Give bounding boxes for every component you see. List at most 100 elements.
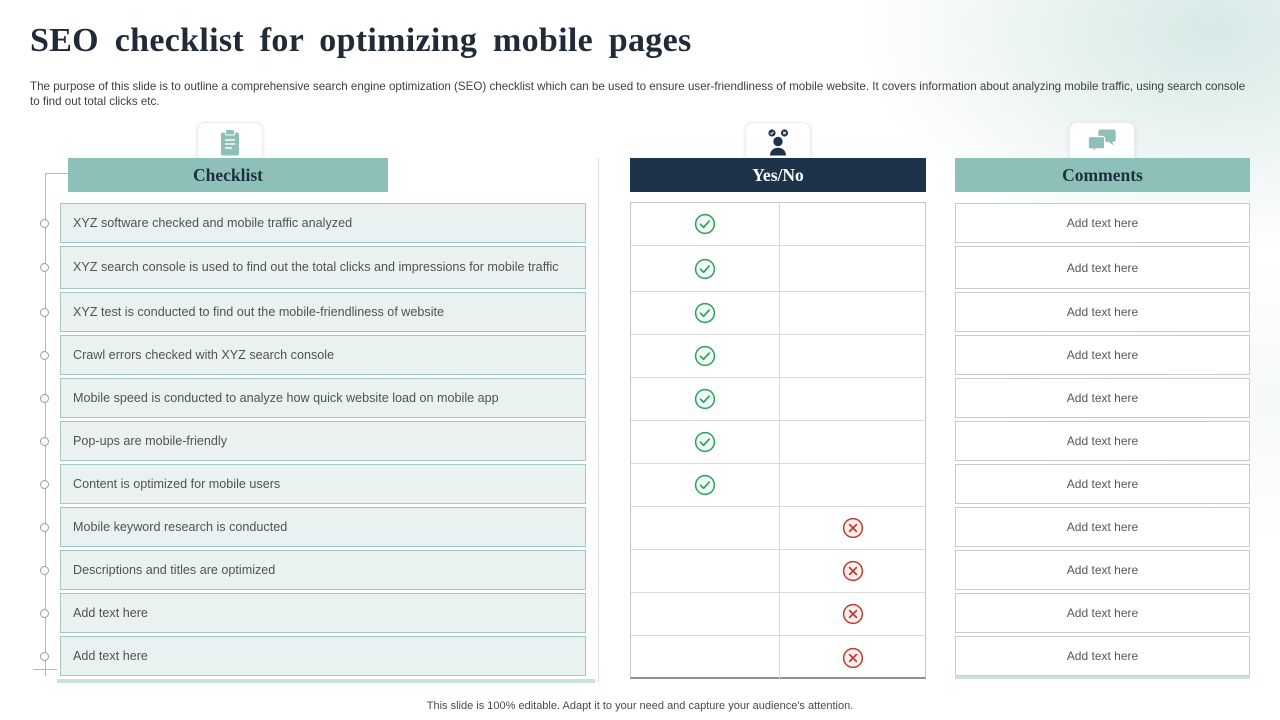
- comment-text: Add text here: [1066, 391, 1139, 405]
- comment-text: Add text here: [1066, 305, 1139, 319]
- check-circle-icon: [694, 302, 716, 324]
- no-cell[interactable]: [780, 378, 925, 420]
- checklist-item-text: Descriptions and titles are optimized: [73, 562, 276, 577]
- comment-text: Add text here: [1066, 348, 1139, 362]
- yesno-row: [631, 378, 925, 421]
- comment-placeholder[interactable]: Add text here: [955, 464, 1250, 504]
- timeline-top-connector: [45, 173, 68, 174]
- yes-cell[interactable]: [631, 246, 780, 291]
- page-title: SEO checklist for optimizing mobile page…: [30, 22, 692, 59]
- yesno-row: [631, 593, 925, 636]
- timeline-node: [40, 608, 49, 618]
- comment-placeholder[interactable]: Add text here: [955, 292, 1250, 332]
- checklist-item-text: Add text here: [73, 605, 148, 620]
- yes-cell[interactable]: [631, 335, 780, 377]
- yesno-row: [631, 292, 925, 335]
- comments-column-header: Comments: [955, 158, 1250, 192]
- no-cell[interactable]: [780, 203, 925, 245]
- checklist-item[interactable]: Crawl errors checked with XYZ search con…: [60, 335, 586, 375]
- yesno-row: [631, 246, 925, 292]
- yesno-row: [631, 335, 925, 378]
- timeline-node: [40, 436, 49, 446]
- comment-placeholder[interactable]: Add text here: [955, 507, 1250, 547]
- no-cell[interactable]: [780, 292, 925, 334]
- checklist-item-text: Crawl errors checked with XYZ search con…: [73, 347, 335, 362]
- checklist-item[interactable]: Content is optimized for mobile users: [60, 464, 586, 504]
- checklist-item[interactable]: Add text here: [60, 636, 586, 676]
- checklist-item-text: Add text here: [73, 648, 148, 663]
- comment-placeholder[interactable]: Add text here: [955, 335, 1250, 375]
- no-cell[interactable]: [780, 593, 925, 635]
- check-circle-icon: [694, 258, 716, 279]
- timeline-node: [40, 651, 49, 661]
- comment-text: Add text here: [1066, 216, 1139, 230]
- comment-placeholder[interactable]: Add text here: [955, 593, 1250, 633]
- comment-placeholder[interactable]: Add text here: [955, 246, 1250, 289]
- comment-text: Add text here: [1066, 649, 1139, 663]
- slide-description: The purpose of this slide is to outline …: [30, 80, 1246, 109]
- checklist-bottom-accent: [57, 679, 595, 683]
- no-cell[interactable]: [780, 636, 925, 679]
- checklist-item[interactable]: Pop-ups are mobile-friendly: [60, 421, 586, 461]
- comment-text: Add text here: [1066, 520, 1139, 534]
- checklist-item[interactable]: XYZ software checked and mobile traffic …: [60, 203, 586, 243]
- no-cell[interactable]: [780, 246, 925, 291]
- column-divider: [598, 158, 599, 682]
- no-cell[interactable]: [780, 507, 925, 549]
- comment-text: Add text here: [1066, 260, 1139, 275]
- yes-cell[interactable]: [631, 636, 780, 679]
- yes-cell[interactable]: [631, 203, 780, 245]
- no-cell[interactable]: [780, 421, 925, 463]
- check-circle-icon: [694, 213, 716, 235]
- comment-text: Add text here: [1066, 563, 1139, 577]
- comment-text: Add text here: [1066, 434, 1139, 448]
- yes-cell[interactable]: [631, 507, 780, 549]
- yesno-row: [631, 203, 925, 246]
- checklist-item-text: Mobile speed is conducted to analyze how…: [73, 390, 499, 405]
- timeline-node: [40, 263, 49, 272]
- comment-placeholder[interactable]: Add text here: [955, 378, 1250, 418]
- comment-placeholder[interactable]: Add text here: [955, 203, 1250, 243]
- cross-circle-icon: [842, 517, 863, 539]
- checklist-item[interactable]: Mobile keyword research is conducted: [60, 507, 586, 547]
- checklist-column: XYZ software checked and mobile traffic …: [60, 203, 586, 679]
- no-cell[interactable]: [780, 550, 925, 592]
- comment-placeholder[interactable]: Add text here: [955, 636, 1250, 676]
- comment-text: Add text here: [1066, 606, 1139, 620]
- cross-circle-icon: [842, 603, 863, 625]
- checklist-item[interactable]: Mobile speed is conducted to analyze how…: [60, 378, 586, 418]
- check-circle-icon: [694, 474, 716, 496]
- no-cell[interactable]: [780, 464, 925, 506]
- yes-cell[interactable]: [631, 378, 780, 420]
- no-cell[interactable]: [780, 335, 925, 377]
- yes-cell[interactable]: [631, 593, 780, 635]
- comments-bottom-accent: [955, 676, 1250, 679]
- footer-note: This slide is 100% editable. Adapt it to…: [426, 700, 854, 712]
- yes-cell[interactable]: [631, 421, 780, 463]
- checklist-item[interactable]: Descriptions and titles are optimized: [60, 550, 586, 590]
- timeline-node: [40, 307, 49, 317]
- check-circle-icon: [694, 431, 716, 453]
- yes-cell[interactable]: [631, 292, 780, 334]
- checklist-column-header: Checklist: [68, 158, 388, 192]
- cross-circle-icon: [842, 647, 863, 668]
- checklist-item-text: XYZ software checked and mobile traffic …: [73, 215, 353, 230]
- yesno-column: [630, 202, 926, 679]
- comment-placeholder[interactable]: Add text here: [955, 550, 1250, 590]
- yesno-row: [631, 421, 925, 464]
- checklist-item-text: Pop-ups are mobile-friendly: [73, 433, 227, 448]
- checklist-item[interactable]: Add text here: [60, 593, 586, 633]
- checklist-item-text: Content is optimized for mobile users: [73, 476, 281, 491]
- yes-cell[interactable]: [631, 550, 780, 592]
- yesno-row: [631, 550, 925, 593]
- checklist-item-text: XYZ search console is used to find out t…: [73, 260, 559, 275]
- timeline-rail: [45, 173, 46, 676]
- comment-placeholder[interactable]: Add text here: [955, 421, 1250, 461]
- timeline-end-cap: [33, 669, 57, 670]
- comments-column: Add text here Add text here Add text here A…: [955, 203, 1250, 679]
- yes-cell[interactable]: [631, 464, 780, 506]
- checklist-item[interactable]: XYZ test is conducted to find out the mo…: [60, 292, 586, 332]
- yesno-row: [631, 507, 925, 550]
- checklist-item-text: XYZ test is conducted to find out the mo…: [73, 304, 445, 319]
- checklist-item[interactable]: XYZ search console is used to find out t…: [60, 246, 586, 289]
